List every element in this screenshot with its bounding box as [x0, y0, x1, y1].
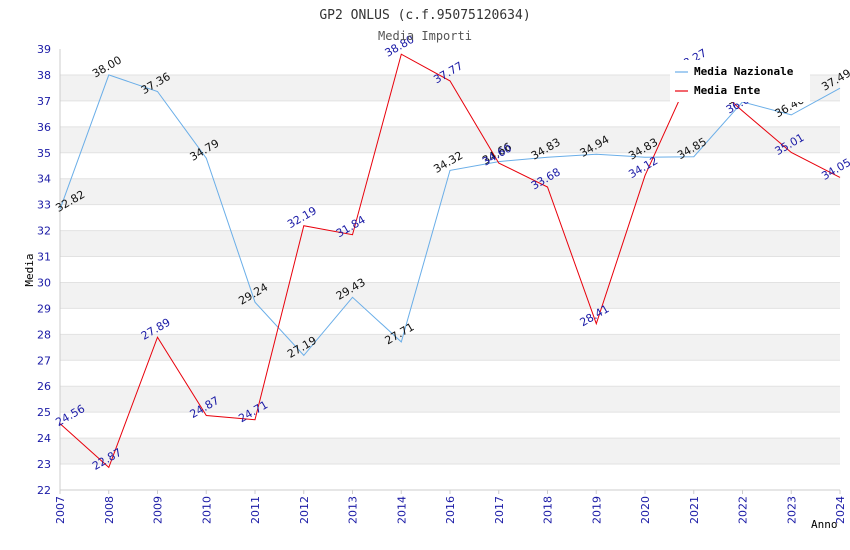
y-tick-label: 32	[37, 225, 51, 238]
x-tick-label: 2019	[590, 496, 603, 524]
grid-band	[60, 386, 840, 413]
series-line-media-nazionale	[59, 74, 841, 357]
x-tick-label: 2021	[688, 496, 701, 524]
y-tick-label: 25	[37, 406, 51, 419]
x-tick-label: 2022	[737, 496, 750, 524]
y-tick-label: 24	[37, 432, 51, 445]
y-tick-label: 36	[37, 121, 51, 134]
axes: 22 23 24 25 26 27 28 29 30 31 32 33 34 35 36 37 38 39 2007…	[37, 43, 847, 524]
x-tick-label: 2024	[834, 496, 847, 524]
chart-title: GP2 ONLUS (c.f.95075120634)	[319, 8, 530, 23]
plot-area	[60, 49, 840, 490]
x-tick-label: 2008	[103, 496, 116, 524]
x-axis-label: Anno	[811, 518, 838, 531]
chart-subtitle: Media Importi	[378, 29, 472, 43]
legend-box	[670, 60, 810, 102]
y-tick-label: 37	[37, 95, 51, 108]
x-tick-label: 2023	[785, 496, 798, 524]
x-tick-label: 2014	[395, 496, 408, 524]
x-tick-label: 2020	[639, 496, 652, 524]
y-tick-label: 29	[37, 302, 51, 315]
grid-band	[60, 282, 840, 309]
x-tick-label: 2009	[152, 496, 165, 524]
grid-band	[60, 230, 840, 257]
grid-band	[60, 438, 840, 465]
y-tick-label: 39	[37, 43, 51, 56]
grid-band	[60, 178, 840, 205]
y-tick-label: 34	[37, 173, 51, 186]
grid-bands	[60, 49, 840, 491]
x-tick-label: 2016	[444, 496, 457, 524]
x-tick-label: 2017	[493, 496, 506, 524]
x-tick-label: 2007	[54, 496, 67, 524]
y-tick-label: 35	[37, 147, 51, 160]
x-tick-label: 2010	[200, 496, 213, 524]
y-tick-label: 28	[37, 328, 51, 341]
grid-band	[60, 126, 840, 153]
y-tick-label: 22	[37, 484, 51, 497]
legend-label-media-nazionale: Media Nazionale	[694, 65, 794, 78]
y-tick-label: 30	[37, 276, 51, 289]
y-tick-label: 26	[37, 380, 51, 393]
data-point-media-ente	[839, 176, 842, 179]
y-tick-label: 33	[37, 199, 51, 212]
y-axis-label: Media	[23, 253, 36, 286]
x-tick-label: 2013	[347, 496, 360, 524]
y-tick-label: 38	[37, 69, 51, 82]
y-tick-label: 23	[37, 458, 51, 471]
y-tick-label: 27	[37, 354, 51, 367]
x-tick-label: 2018	[542, 496, 555, 524]
x-tick-label: 2011	[249, 496, 262, 524]
y-tick-label: 31	[37, 251, 51, 264]
grid-band	[60, 334, 840, 361]
x-tick-label: 2012	[298, 496, 311, 524]
data-point-media-nazionale	[839, 87, 842, 90]
legend: Media Nazionale Media Ente	[670, 60, 810, 102]
legend-label-media-ente: Media Ente	[694, 84, 761, 97]
